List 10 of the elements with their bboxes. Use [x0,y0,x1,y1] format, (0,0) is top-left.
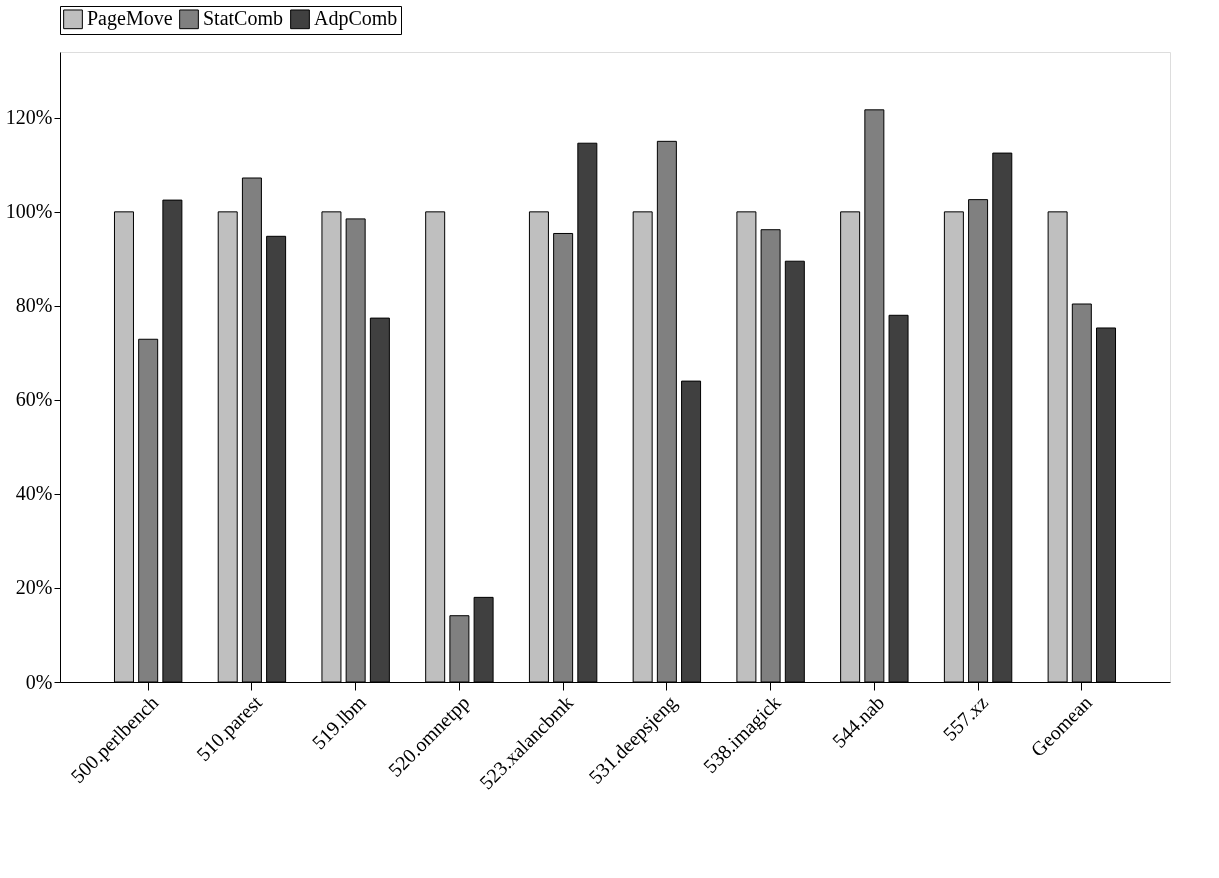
y-tick-label: 20% [15,576,53,599]
y-tick-label: 60% [15,388,53,411]
y-tick-label: 100% [5,200,53,223]
legend-label: StatComb [203,7,284,30]
y-tick-label: 40% [15,482,53,505]
y-tick-label: 0% [25,670,53,693]
legend-label: AdpComb [314,7,398,31]
y-tick-label: 120% [5,106,53,129]
y-tick-label: 80% [15,294,53,317]
legend-label: PageMove [87,7,173,31]
